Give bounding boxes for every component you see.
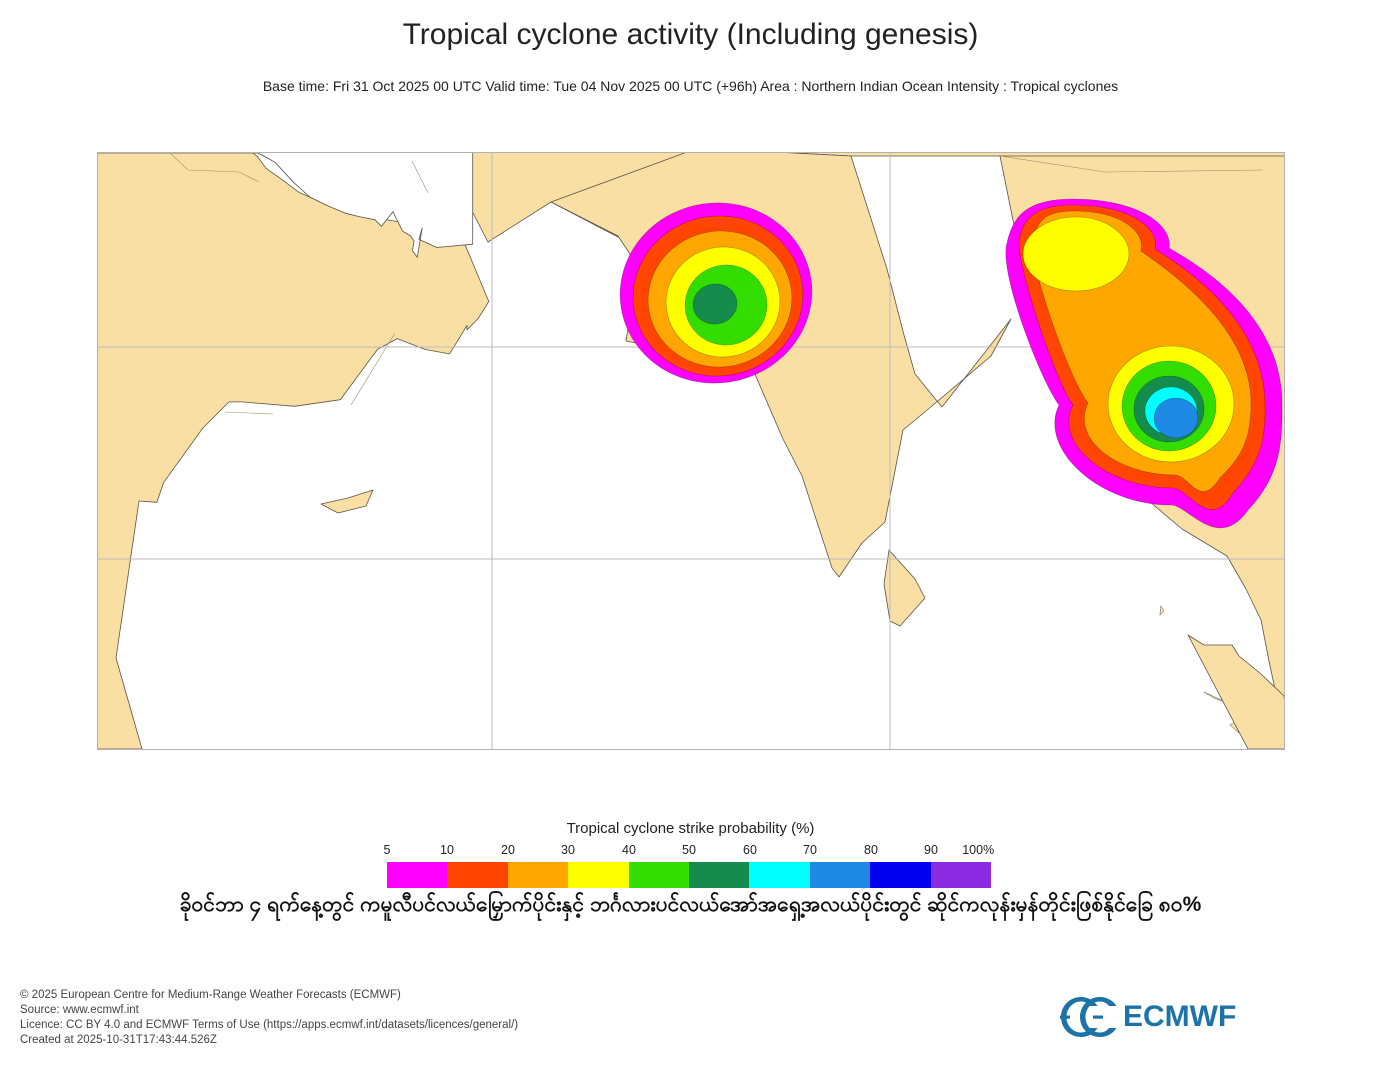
svg-text:ECMWF: ECMWF [1123,1000,1236,1033]
